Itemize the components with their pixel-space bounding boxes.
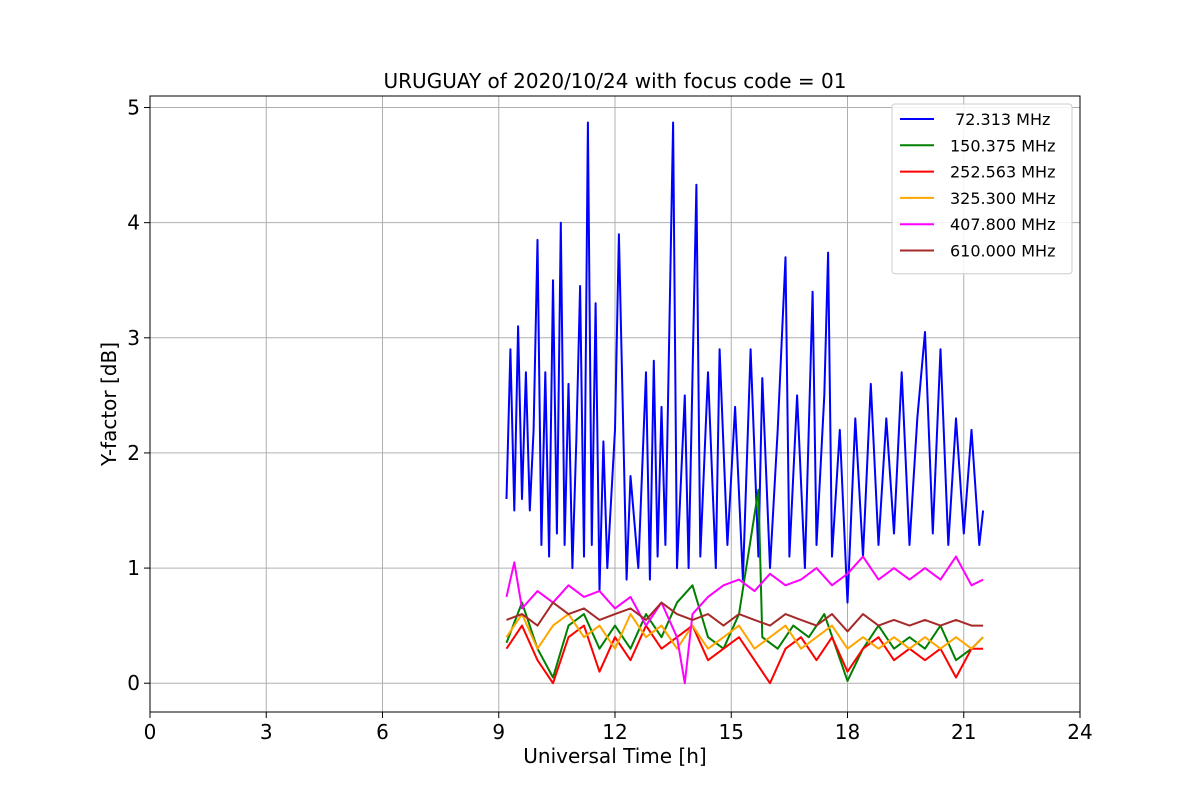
legend-label: 610.000 MHz (950, 242, 1055, 261)
y-axis-title: Y-factor [dB] (97, 342, 121, 467)
y-tick-label: 5 (127, 96, 140, 120)
series-layer (505, 121, 985, 685)
x-tick-label: 15 (719, 720, 744, 744)
series-line-3 (505, 613, 984, 650)
series-line-1 (505, 488, 984, 682)
series-line-5 (506, 601, 984, 633)
legend-label: 407.800 MHz (950, 215, 1055, 234)
x-tick-label: 3 (260, 720, 273, 744)
y-tick-label: 0 (127, 671, 140, 695)
legend: 72.313 MHz 150.375 MHz 252.563 MHz 325.300 … (891, 103, 1073, 275)
x-tick-label: 9 (492, 720, 505, 744)
series-line-0 (505, 121, 985, 604)
x-tick-label: 24 (1067, 720, 1092, 744)
legend-label: 325.300 MHz (950, 189, 1055, 208)
y-tick-label: 4 (127, 211, 140, 235)
x-tick-label: 21 (951, 720, 976, 744)
series-line-2 (505, 624, 984, 685)
y-axis: 0 1 2 3 4 5 (127, 96, 150, 695)
y-tick-label: 1 (127, 556, 140, 580)
legend-label: 150.375 MHz (950, 136, 1055, 155)
legend-label: 72.313 MHz (950, 110, 1050, 129)
series-line-4 (505, 555, 984, 685)
x-axis: 0 3 6 9 12 15 18 21 24 (144, 712, 1093, 744)
x-tick-label: 6 (376, 720, 389, 744)
y-tick-label: 3 (127, 326, 140, 350)
y-tick-label: 2 (127, 441, 140, 465)
legend-label: 252.563 MHz (950, 163, 1055, 182)
x-axis-title: Universal Time [h] (523, 744, 706, 768)
chart-title: URUGUAY of 2020/10/24 with focus code = … (384, 69, 847, 93)
legend-frame (891, 103, 1073, 275)
x-tick-label: 18 (835, 720, 860, 744)
x-tick-label: 0 (144, 720, 157, 744)
x-tick-label: 12 (602, 720, 627, 744)
